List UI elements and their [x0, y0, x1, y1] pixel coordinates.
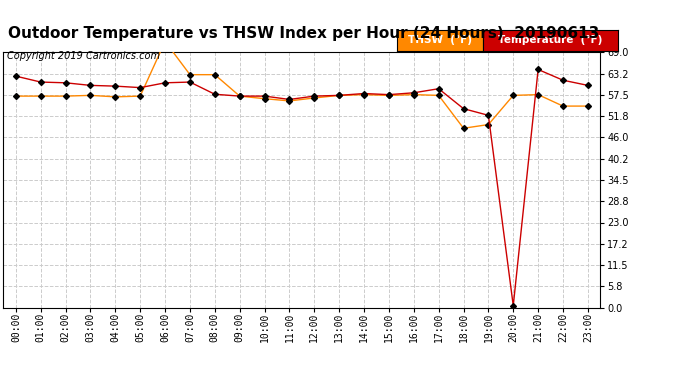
Text: Copyright 2019 Cartronics.com: Copyright 2019 Cartronics.com [7, 51, 160, 61]
Text: THSW  (°F): THSW (°F) [408, 35, 472, 45]
Text: Outdoor Temperature vs THSW Index per Hour (24 Hours)  20190613: Outdoor Temperature vs THSW Index per Ho… [8, 26, 599, 41]
Text: Temperature  (°F): Temperature (°F) [498, 35, 602, 45]
